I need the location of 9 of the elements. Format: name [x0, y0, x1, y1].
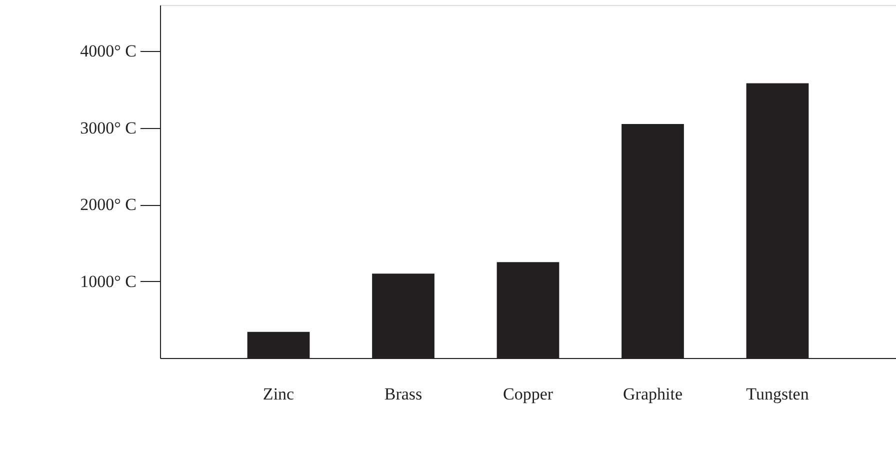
- y-tick-label: 2000° C: [80, 195, 136, 214]
- x-tick-label: Brass: [384, 384, 422, 404]
- y-tick-label: 3000° C: [80, 118, 136, 138]
- x-tick-label: Graphite: [623, 384, 682, 404]
- y-tick-label: 1000° C: [80, 272, 136, 291]
- x-tick-label: Copper: [502, 384, 554, 404]
- x-tick-label: Tungsten: [746, 384, 810, 404]
- x-tick-label: Zinc: [262, 384, 295, 404]
- y-tick-label: 4000° C: [80, 42, 136, 61]
